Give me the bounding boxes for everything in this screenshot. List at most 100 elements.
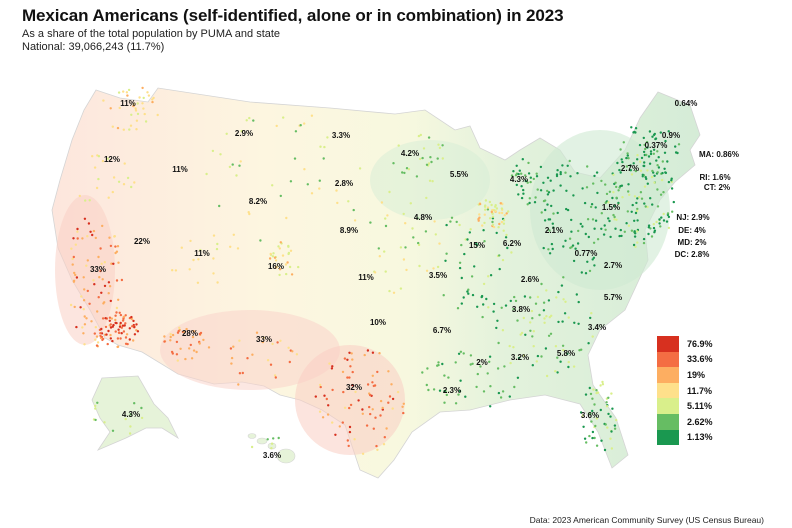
puma-dot: [136, 102, 139, 105]
state-label-ms: 2%: [476, 358, 488, 367]
puma-dot: [269, 363, 273, 366]
puma-dot: [215, 247, 219, 251]
puma-dot: [652, 223, 655, 226]
puma-dot: [600, 439, 603, 442]
puma-dot: [494, 204, 497, 207]
puma-dot: [512, 307, 515, 311]
puma-dot: [552, 212, 555, 215]
puma-dot: [402, 258, 406, 261]
puma-dot: [489, 385, 492, 388]
puma-dot: [619, 184, 622, 188]
puma-dot: [74, 273, 77, 277]
puma-dot: [80, 295, 83, 298]
puma-dot: [438, 389, 442, 392]
puma-dot: [347, 200, 350, 203]
puma-dot: [522, 192, 525, 195]
puma-dot: [633, 235, 637, 238]
puma-dot: [369, 412, 372, 416]
puma-dot: [369, 393, 372, 397]
puma-dot: [120, 326, 124, 329]
state-label-va: 2.7%: [604, 261, 622, 270]
puma-dot: [549, 179, 552, 182]
puma-dot: [524, 174, 527, 177]
puma-dot: [212, 234, 216, 237]
puma-dot: [561, 164, 564, 167]
puma-dot: [547, 299, 551, 302]
puma-dot: [274, 259, 278, 262]
state-label-nm: 33%: [256, 335, 272, 344]
puma-dot: [101, 338, 104, 342]
puma-dot: [335, 189, 338, 192]
puma-dot: [559, 184, 562, 187]
puma-dot: [123, 162, 126, 165]
puma-dot: [121, 319, 125, 322]
puma-dot: [603, 448, 607, 452]
puma-dot: [572, 365, 576, 368]
puma-dot: [520, 185, 523, 188]
puma-dot: [488, 355, 492, 358]
puma-dot: [349, 365, 352, 368]
puma-dot: [376, 370, 379, 374]
legend-swatch: [657, 336, 679, 352]
puma-dot: [494, 210, 497, 213]
puma-dot: [94, 404, 97, 408]
puma-dot: [612, 173, 615, 176]
puma-dot: [285, 216, 288, 220]
puma-dot: [565, 207, 568, 211]
puma-dot: [513, 295, 516, 299]
puma-dot: [230, 356, 234, 360]
state-label-co: 16%: [268, 262, 284, 271]
puma-dot: [378, 255, 381, 258]
puma-dot: [437, 143, 440, 146]
puma-dot: [571, 244, 575, 247]
puma-dot: [399, 246, 403, 249]
puma-dot: [600, 227, 603, 230]
puma-dot: [71, 257, 74, 261]
puma-dot: [169, 333, 172, 336]
puma-dot: [93, 283, 96, 286]
puma-dot: [438, 242, 441, 245]
puma-dot: [531, 335, 534, 338]
puma-dot: [207, 346, 211, 349]
puma-dot: [75, 276, 79, 279]
puma-dot: [109, 326, 113, 329]
puma-dot: [596, 238, 600, 241]
puma-dot: [92, 229, 96, 233]
puma-dot: [84, 199, 87, 202]
state-label-ks: 11%: [358, 273, 374, 282]
puma-dot: [192, 258, 195, 262]
puma-dot: [610, 447, 614, 450]
puma-dot: [659, 131, 662, 134]
puma-dot: [647, 155, 651, 158]
puma-dot: [441, 144, 444, 147]
puma-dot: [657, 166, 661, 169]
puma-dot: [657, 156, 660, 159]
puma-dot: [97, 177, 100, 181]
legend-item: 1.13%: [657, 429, 713, 446]
puma-dot: [567, 360, 570, 364]
puma-dot: [81, 237, 84, 240]
puma-dot: [192, 330, 195, 333]
puma-dot: [582, 425, 585, 428]
puma-dot: [327, 404, 330, 407]
puma-dot: [618, 168, 621, 172]
puma-dot: [569, 246, 572, 250]
puma-dot: [619, 148, 622, 151]
puma-dot: [338, 425, 341, 428]
puma-dot: [605, 192, 609, 196]
puma-dot: [366, 349, 370, 352]
puma-dot: [563, 312, 567, 315]
puma-dot: [504, 304, 508, 307]
puma-dot: [463, 252, 466, 256]
puma-dot: [353, 219, 357, 222]
puma-dot: [277, 245, 280, 248]
puma-dot: [634, 211, 638, 215]
puma-dot: [540, 355, 543, 358]
puma-dot: [476, 372, 479, 376]
puma-dot: [219, 153, 222, 156]
puma-dot: [128, 327, 131, 330]
puma-dot: [429, 156, 432, 159]
puma-dot: [108, 236, 111, 239]
puma-dot: [422, 147, 426, 150]
puma-dot: [535, 175, 539, 178]
